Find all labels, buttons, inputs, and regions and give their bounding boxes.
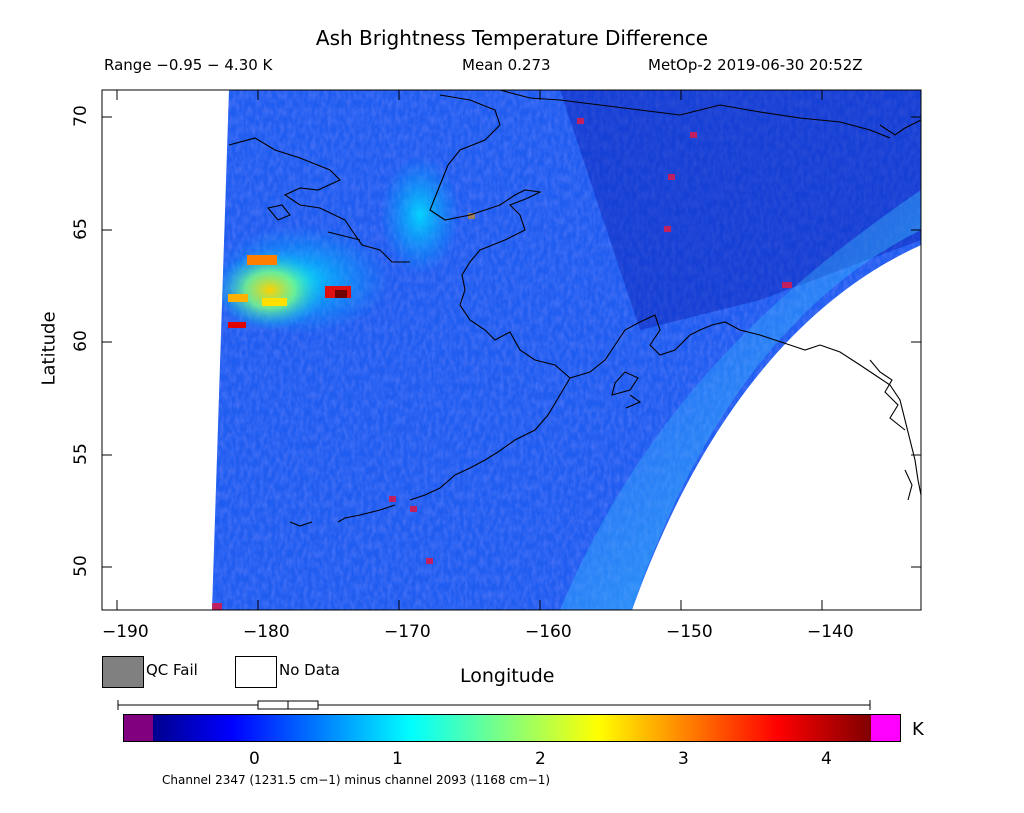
channel-footnote: Channel 2347 (1231.5 cm−1) minus channel…	[162, 773, 551, 787]
mean-label: Mean 0.273	[462, 56, 551, 74]
axis-ticks	[102, 90, 921, 610]
colorbar-tick-label: 2	[535, 749, 546, 769]
x-tick-label: −140	[807, 622, 854, 642]
x-tick-label: −160	[525, 622, 572, 642]
no-data-swatch	[235, 656, 277, 688]
x-tick-label: −180	[243, 622, 290, 642]
no-data-label: No Data	[279, 661, 340, 679]
satellite-timestamp: MetOp-2 2019-06-30 20:52Z	[648, 56, 863, 74]
qc-fail-swatch	[102, 656, 144, 688]
qc-fail-label: QC Fail	[146, 661, 198, 679]
colorbar-unit: K	[912, 719, 924, 740]
colorbar-gradient	[153, 714, 871, 742]
colorbar-under	[123, 714, 153, 742]
colorbar	[123, 714, 901, 742]
colorbar-tick-label: 0	[249, 749, 260, 769]
x-tick-label: −150	[666, 622, 713, 642]
range-label: Range −0.95 − 4.30 K	[104, 56, 273, 74]
coastlines	[228, 90, 921, 527]
plot-frame	[101, 89, 922, 611]
colorbar-over	[871, 714, 901, 742]
map-title: Ash Brightness Temperature Difference	[315, 26, 709, 50]
x-axis-label: Longitude	[460, 665, 555, 687]
colorbar-tick-label: 3	[678, 749, 689, 769]
x-tick-label: −170	[384, 622, 431, 642]
colorbar-tick-label: 1	[392, 749, 403, 769]
colorbar-tick-label: 4	[821, 749, 832, 769]
x-tick-label: −190	[102, 622, 149, 642]
